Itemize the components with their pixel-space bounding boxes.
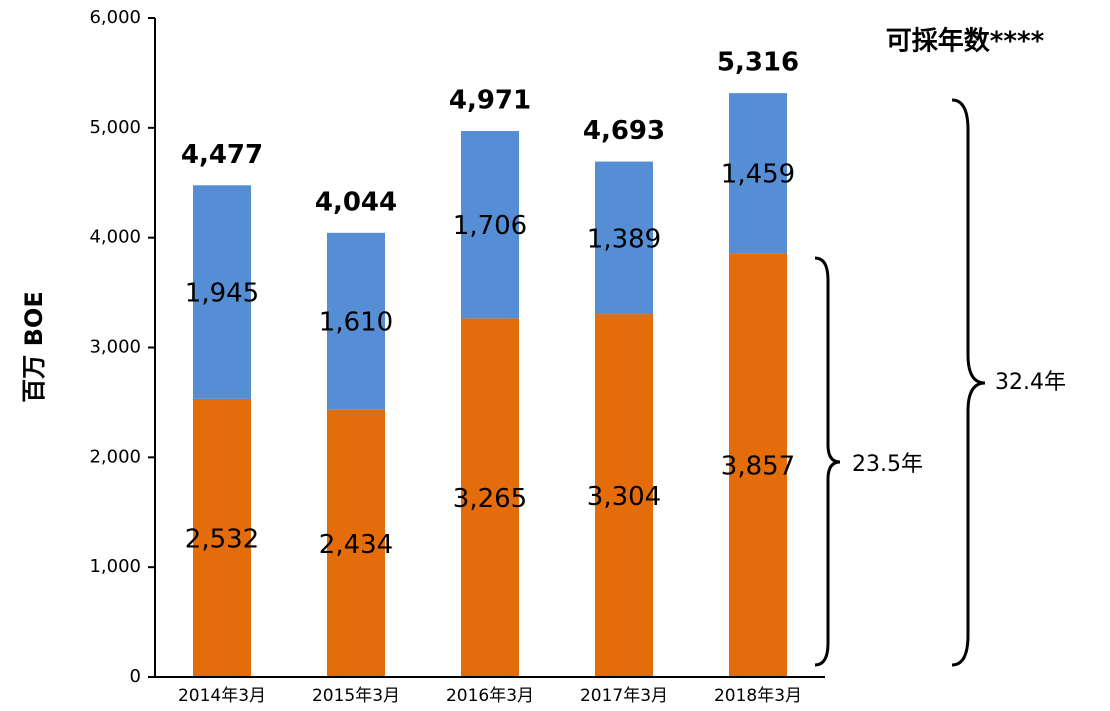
y-tick-label: 2,000: [89, 446, 141, 467]
bar-segment: [729, 253, 787, 677]
y-tick-label: 4,000: [89, 227, 141, 248]
x-tick-label: 2017年3月: [580, 686, 668, 706]
bar-segment: [595, 314, 653, 677]
value-label: 2,434: [319, 530, 393, 560]
total-label: 4,693: [583, 116, 665, 146]
annotation-small: 23.5年: [852, 452, 923, 477]
value-label: 1,610: [319, 308, 393, 338]
bar-segment: [327, 232, 385, 410]
annotation-title: 可採年数****: [886, 26, 1045, 57]
value-label: 1,459: [721, 160, 795, 190]
bar-segment: [193, 185, 251, 399]
y-tick-label: 0: [130, 666, 141, 687]
y-tick-label: 3,000: [89, 337, 141, 358]
y-axis-label: 百万 BOE: [20, 291, 48, 402]
annotation-large: 32.4年: [995, 370, 1066, 395]
x-tick-label: 2015年3月: [312, 686, 400, 706]
bar-segment: [327, 409, 385, 677]
total-label: 4,044: [315, 187, 397, 217]
brace-large: [951, 98, 986, 667]
x-tick-label: 2016年3月: [446, 686, 534, 706]
y-tick-label: 5,000: [89, 117, 141, 138]
x-tick-label: 2018年3月: [714, 686, 802, 706]
brace-small: [814, 256, 841, 667]
bar-segment: [595, 161, 653, 315]
value-label: 3,265: [453, 484, 527, 514]
x-tick-label: 2014年3月: [178, 686, 266, 706]
value-label: 3,304: [587, 482, 661, 512]
y-tick-label: 6,000: [89, 7, 141, 28]
total-label: 4,971: [449, 86, 531, 116]
total-label: 5,316: [717, 48, 799, 78]
value-label: 1,945: [185, 279, 259, 309]
bar-segment: [461, 318, 519, 677]
bar-segment: [461, 131, 519, 319]
bar-segment: [193, 398, 251, 677]
value-label: 3,857: [721, 452, 795, 482]
y-tick-label: 1,000: [89, 556, 141, 577]
value-label: 1,706: [453, 211, 527, 241]
value-label: 2,532: [185, 524, 259, 554]
bar-segment: [729, 93, 787, 254]
total-label: 4,477: [181, 140, 263, 170]
value-label: 1,389: [587, 224, 661, 254]
